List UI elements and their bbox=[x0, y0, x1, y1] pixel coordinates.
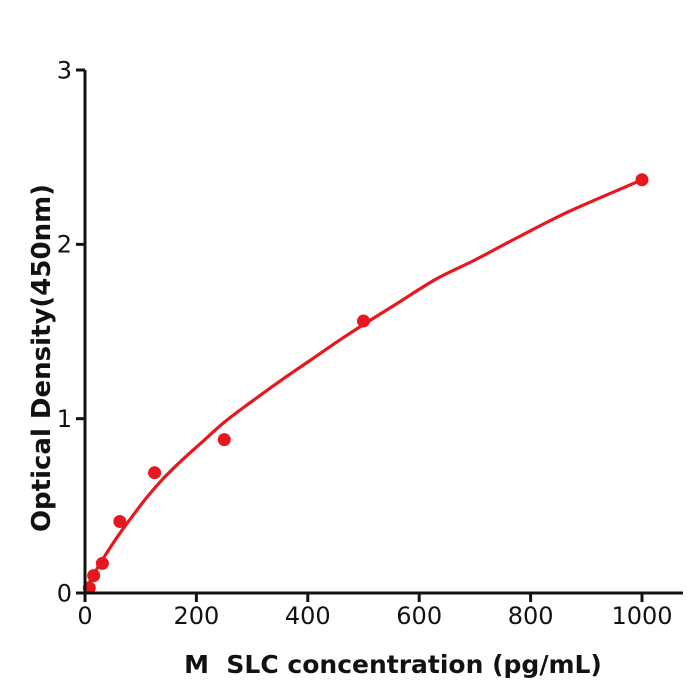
axis-spines bbox=[83, 70, 683, 595]
x-axis-title: M SLC concentration (pg/mL) bbox=[184, 650, 602, 679]
x-tick-label: 200 bbox=[173, 602, 219, 630]
x-tick-label: 800 bbox=[508, 602, 554, 630]
data-point bbox=[148, 466, 162, 480]
x-tick-label: 600 bbox=[396, 602, 442, 630]
axis-layer bbox=[76, 68, 683, 602]
data-point bbox=[87, 569, 101, 583]
y-tick-label: 3 bbox=[57, 56, 72, 84]
fit-curve-line bbox=[83, 178, 644, 595]
x-tick-label: 0 bbox=[77, 602, 92, 630]
data-point-layer bbox=[82, 173, 649, 595]
tick-label-layer: 0 200 400 600 800 1000 0 1 2 3 bbox=[57, 56, 673, 630]
x-tick-label: 400 bbox=[285, 602, 331, 630]
y-tick-label: 2 bbox=[57, 231, 72, 259]
x-tick-label: 1000 bbox=[611, 602, 672, 630]
data-point bbox=[95, 556, 109, 570]
data-point bbox=[635, 173, 649, 187]
data-point bbox=[357, 314, 370, 328]
y-tick-label: 0 bbox=[57, 579, 72, 607]
data-point bbox=[217, 433, 231, 447]
data-point bbox=[113, 515, 127, 528]
y-tick-label: 1 bbox=[57, 405, 72, 433]
curve-layer bbox=[83, 178, 644, 595]
y-axis-title: Optical Density(450nm) bbox=[27, 184, 57, 532]
